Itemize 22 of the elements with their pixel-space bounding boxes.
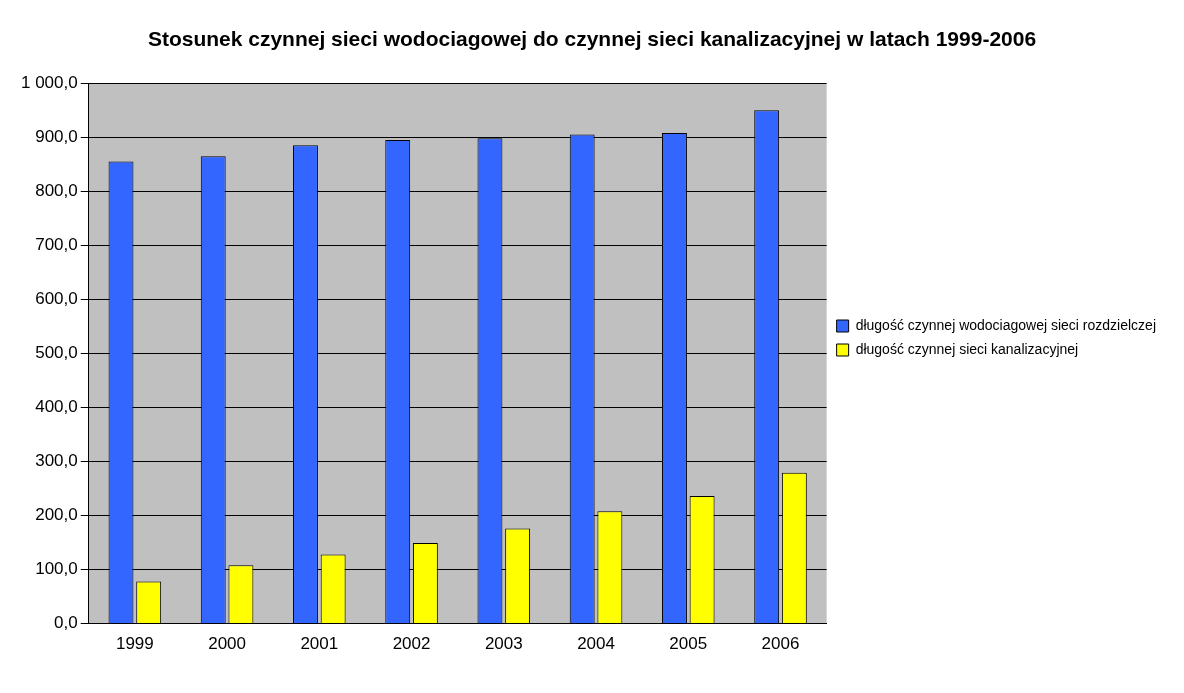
y-tick-label: 400,0 [35,397,78,417]
y-tick-label: 100,0 [35,559,78,579]
y-tick-label: 900,0 [35,126,78,146]
y-tick-label: 500,0 [35,343,78,363]
x-tick-label: 2001 [300,634,339,654]
y-tick-label: 200,0 [35,505,78,525]
x-tick-label: 2006 [761,634,800,654]
x-tick-label: 2003 [484,634,523,654]
x-tick-label: 2005 [669,634,708,654]
x-tick-label: 2004 [577,634,615,654]
legend-label: długość czynnej sieci kanalizacyjnej [855,340,1079,357]
chart-title: Stosunek czynnej sieci wodociagowej do czynnej sieci kanalizacyjnej w latach 1999-2006 [147,27,1037,51]
y-tick-label: 800,0 [35,180,78,200]
legend-label: długość czynnej wodociagowej sieci rozdzielczej [855,316,1156,333]
x-tick-label: 1999 [115,634,154,654]
x-tick-label: 2002 [392,634,431,654]
y-tick-label: 0,0 [54,613,78,633]
y-tick-label: 600,0 [35,289,78,309]
y-tick-label: 700,0 [35,235,78,255]
y-tick-label: 300,0 [35,451,78,471]
y-tick-label: 1 000,0 [20,72,78,92]
x-tick-label: 2000 [208,634,246,654]
